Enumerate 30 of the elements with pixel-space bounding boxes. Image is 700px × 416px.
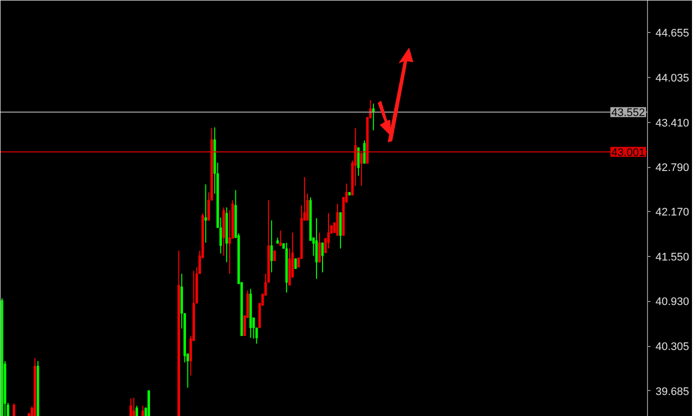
candlestick [327,212,330,250]
y-tick-label: 42.170 [656,206,690,219]
y-tick-label: 40.930 [656,296,690,308]
candlestick [318,232,321,263]
y-tick-label: 44.035 [656,72,690,84]
y-tick-label: 40.305 [656,341,690,354]
candlestick [360,152,363,186]
candlestick [270,220,273,273]
candlestick [321,242,324,273]
candlestick [315,218,318,280]
candlestick [130,398,132,416]
candlestick [12,403,16,416]
candlestick [336,203,339,236]
candlestick [339,212,342,250]
y-tick-label: 44.655 [656,28,690,40]
ref-line-label: 43.552 [611,107,646,120]
y-tick-label: 42.790 [656,162,690,174]
candlestick [132,397,136,416]
candlestick [357,147,360,176]
y-tick-label: 41.550 [656,251,690,264]
candlestick [294,258,297,270]
candlestick [136,405,138,416]
ref-line-label: 43.001 [611,146,646,159]
y-tick-label: 43.410 [656,117,690,130]
candlestick [363,140,366,164]
candlestick [273,250,276,262]
candlestick [142,405,144,416]
candlestick [279,230,282,246]
candlestick [204,184,207,244]
y-tick-label: 39.685 [656,386,690,398]
